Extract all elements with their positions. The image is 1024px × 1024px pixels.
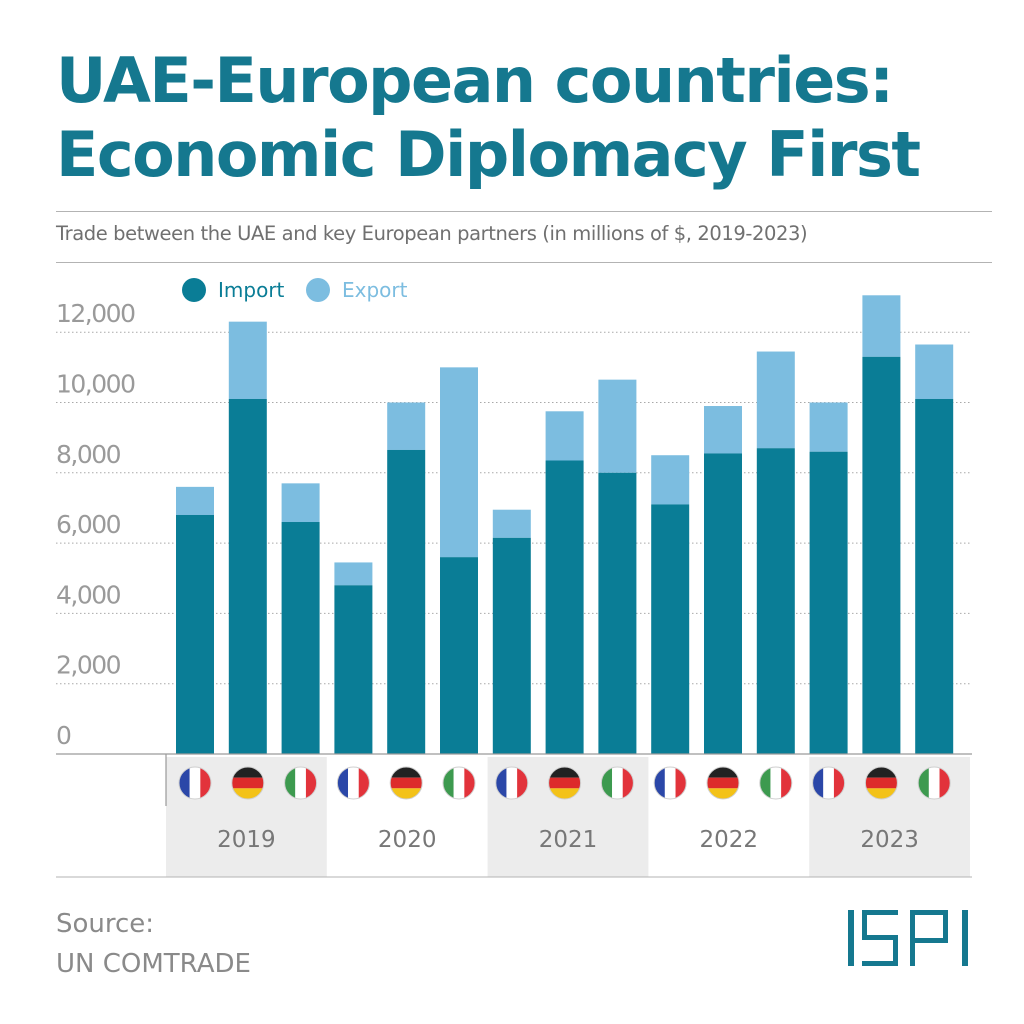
year-label-2019: 2019 <box>217 827 276 853</box>
export-bar-2019-fr <box>176 486 214 515</box>
export-bar-2019-it <box>281 483 320 523</box>
export-bar-2022-fr <box>651 455 690 505</box>
export-bar-2023-it <box>915 344 954 399</box>
import-bar-2023-fr <box>809 451 848 754</box>
flag-icon-de <box>706 766 740 800</box>
import-bar-2023-it <box>915 398 954 754</box>
import-bar-2019-fr <box>176 514 214 754</box>
flag-icon-de <box>864 766 898 800</box>
flag-icon-it <box>759 766 793 800</box>
page-title: UAE-European countries: Economic Diploma… <box>56 44 996 192</box>
export-bar-2022-de <box>704 406 742 454</box>
import-bar-2021-fr <box>492 537 531 754</box>
export-bar-2020-fr <box>334 562 373 586</box>
source-value: UN COMTRADE <box>56 949 251 979</box>
title-divider <box>56 211 992 212</box>
import-bar-2021-de <box>545 460 584 754</box>
flag-icon-de <box>389 766 423 800</box>
year-label-2020: 2020 <box>378 827 437 853</box>
chart-subtitle: Trade between the UAE and key European p… <box>56 222 808 245</box>
import-bar-2022-de <box>704 453 742 754</box>
import-bar-2022-it <box>756 448 795 754</box>
trade-chart: 0 2,000 4,000 6,000 8,000 10,000 12,000 2019 202… <box>56 278 972 878</box>
import-bar-2020-it <box>440 557 478 754</box>
flag-icon-it <box>442 766 476 800</box>
flag-icon-fr <box>653 766 687 800</box>
y-tick-label: 2,000 <box>56 651 121 680</box>
export-bar-2023-fr <box>809 402 848 452</box>
export-bar-2021-it <box>598 379 637 473</box>
ispi-logo <box>848 910 968 966</box>
flag-icon-it <box>600 766 634 800</box>
legend-swatch-export <box>306 278 330 302</box>
import-bar-2020-de <box>387 449 426 754</box>
flag-icon-fr <box>495 766 529 800</box>
export-bar-2021-de <box>545 411 584 461</box>
flag-icon-it <box>284 766 318 800</box>
source-note: Source: UN COMTRADE <box>56 904 251 984</box>
flag-icon-it <box>917 766 951 800</box>
flag-icon-fr <box>812 766 846 800</box>
y-tick-label: 10,000 <box>56 370 135 399</box>
import-bar-2023-de <box>862 356 901 754</box>
export-bar-2020-de <box>387 402 426 450</box>
import-bar-2020-fr <box>334 585 373 754</box>
subtitle-divider <box>56 262 992 263</box>
legend-label-import: Import <box>218 278 285 302</box>
import-bar-2022-fr <box>651 504 690 754</box>
flag-icon-fr <box>336 766 370 800</box>
y-tick-label: 6,000 <box>56 510 121 539</box>
year-label-2021: 2021 <box>539 827 598 853</box>
y-tick-label: 4,000 <box>56 580 121 609</box>
import-bar-2019-de <box>228 398 267 754</box>
title-line-1: UAE-European countries: <box>56 44 894 117</box>
y-tick-label: 0 <box>56 721 71 750</box>
flag-icon-de <box>231 766 265 800</box>
legend-swatch-import <box>182 278 206 302</box>
import-bar-2021-it <box>598 472 637 754</box>
export-bar-2019-de <box>228 321 267 399</box>
export-bar-2021-fr <box>492 509 531 538</box>
year-label-2023: 2023 <box>860 827 919 853</box>
source-label: Source: <box>56 909 155 939</box>
year-label-2022: 2022 <box>700 827 759 853</box>
export-bar-2022-it <box>756 351 795 449</box>
export-bar-2020-it <box>440 367 478 558</box>
flag-icon-fr <box>178 766 212 800</box>
legend-label-export: Export <box>342 278 408 302</box>
title-line-2: Economic Diplomacy First <box>56 118 921 191</box>
import-bar-2019-it <box>281 522 320 754</box>
y-tick-label: 12,000 <box>56 299 135 328</box>
flag-icon-de <box>548 766 582 800</box>
export-bar-2023-de <box>862 295 901 357</box>
y-tick-label: 8,000 <box>56 440 121 469</box>
